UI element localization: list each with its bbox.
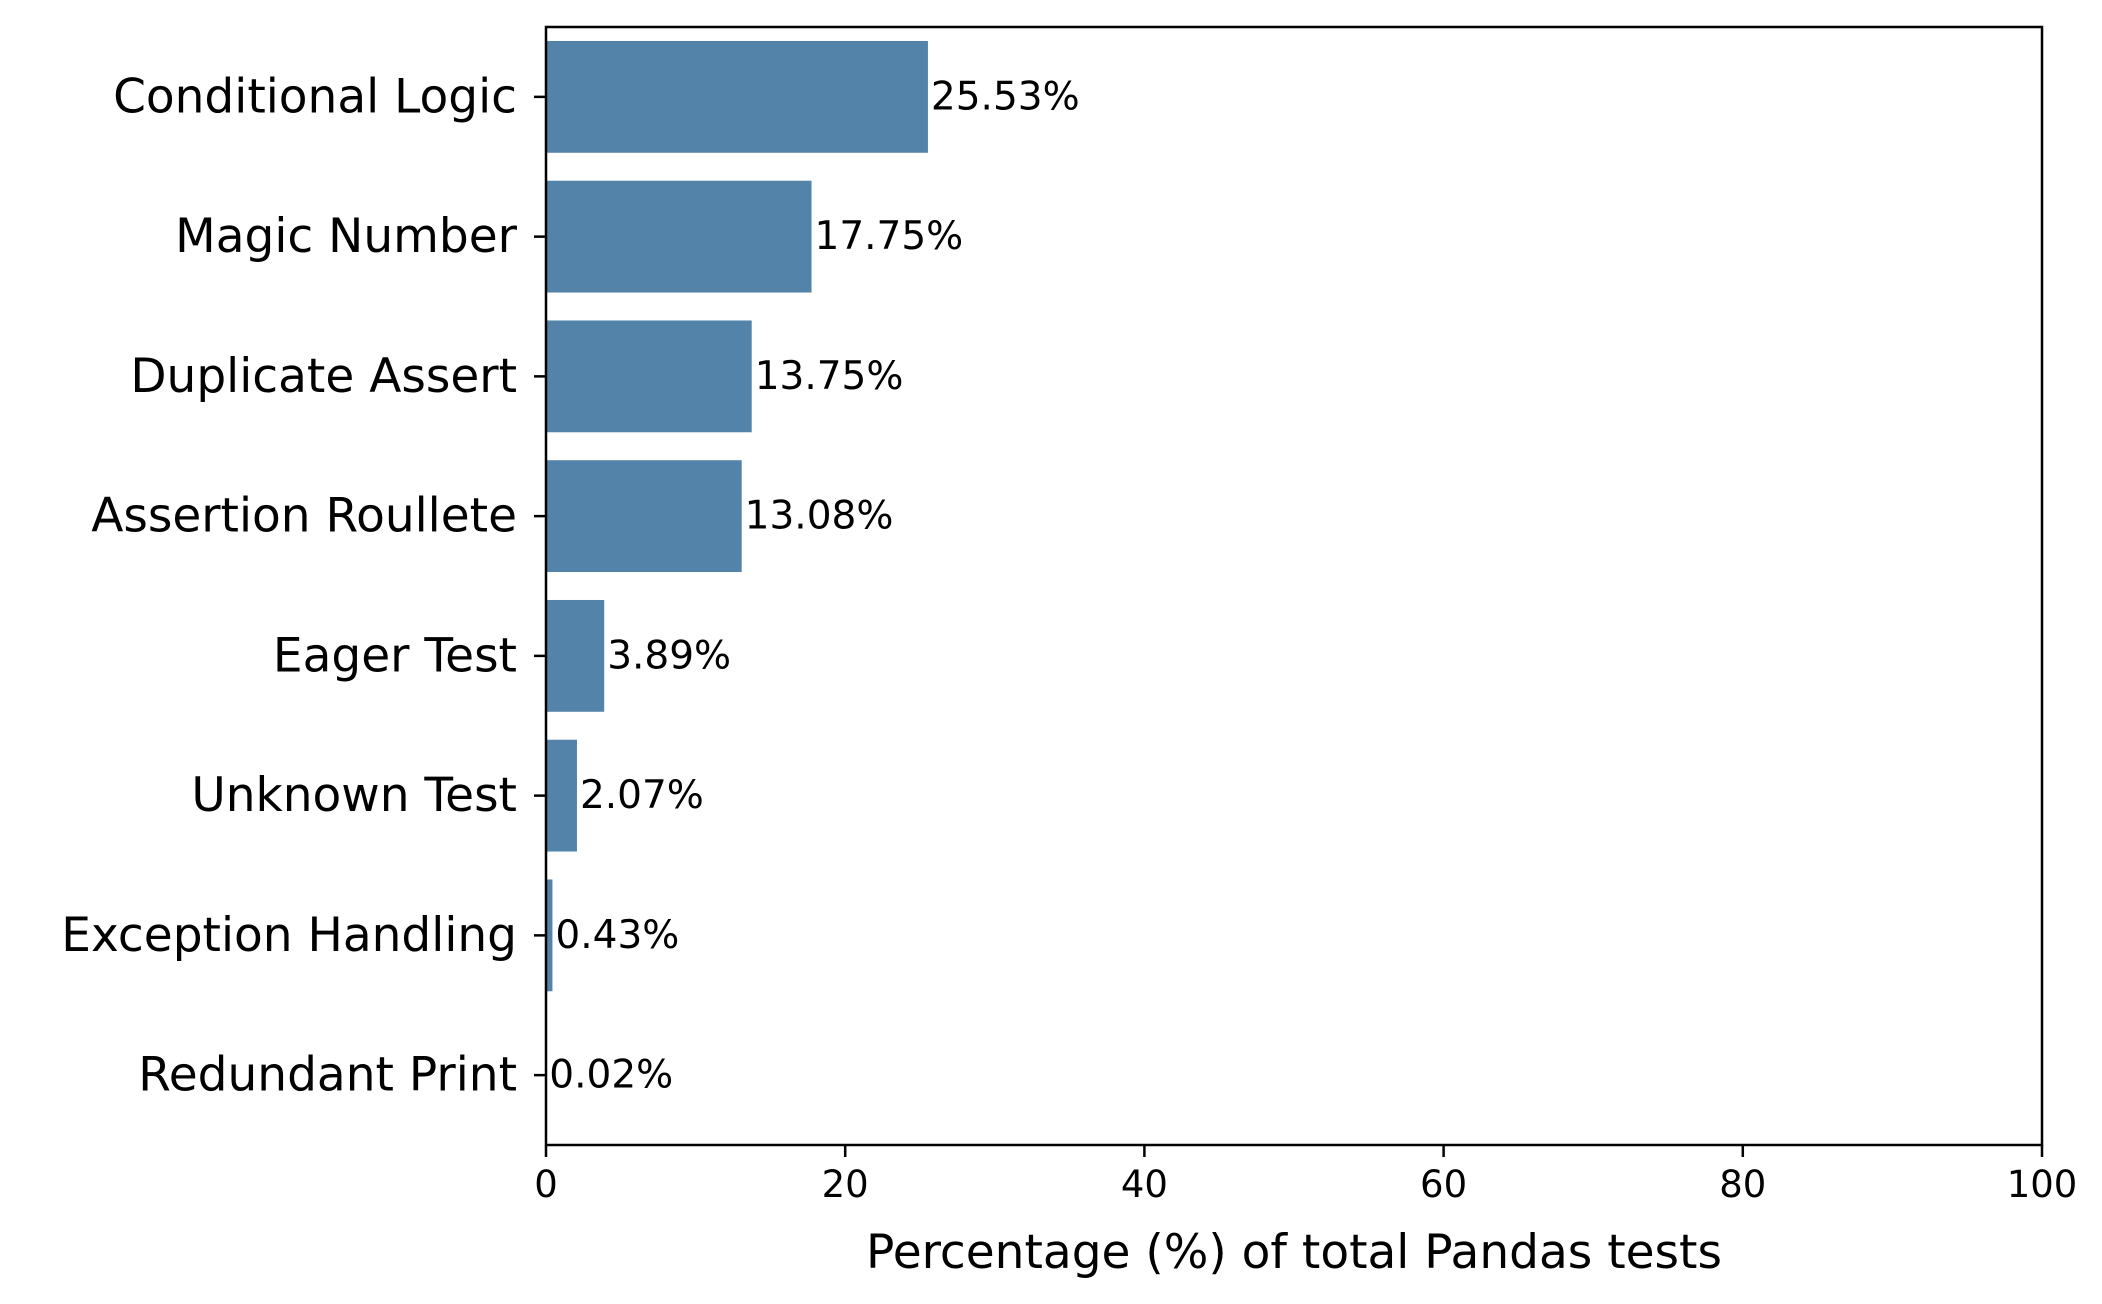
x-tick-label: 20 bbox=[822, 1163, 869, 1206]
y-tick-label: Conditional Logic bbox=[113, 69, 517, 124]
bar-value-label: 2.07% bbox=[580, 773, 704, 818]
bar bbox=[546, 40, 928, 153]
x-axis: 0 20 40 60 80 100 bbox=[534, 1145, 2077, 1206]
y-tick-label: Exception Handling bbox=[61, 908, 517, 963]
x-tick-label: 80 bbox=[1719, 1163, 1766, 1206]
bar bbox=[546, 180, 812, 293]
bar bbox=[546, 320, 752, 433]
bar-value-label: 0.43% bbox=[555, 913, 679, 958]
x-tick-label: 60 bbox=[1420, 1163, 1467, 1206]
y-tick-label: Duplicate Assert bbox=[130, 349, 517, 404]
x-tick-label: 0 bbox=[534, 1163, 558, 1206]
bar bbox=[546, 460, 742, 573]
y-axis: Conditional Logic Magic Number Duplicate A… bbox=[61, 69, 546, 1103]
bar bbox=[546, 879, 553, 992]
y-tick-label: Eager Test bbox=[273, 628, 517, 683]
plot-frame bbox=[544, 25, 2044, 1147]
y-tick-label: Redundant Print bbox=[138, 1048, 517, 1103]
bar-value-label: 17.75% bbox=[815, 214, 964, 259]
x-tick-label: 100 bbox=[2007, 1163, 2078, 1206]
bar bbox=[546, 599, 605, 712]
bar-value-label: 3.89% bbox=[607, 633, 731, 678]
x-axis-title: Percentage (%) of total Pandas tests bbox=[866, 1225, 1722, 1280]
bar-value-label: 25.53% bbox=[931, 74, 1080, 119]
y-tick-label: Assertion Roullete bbox=[91, 489, 517, 544]
bar-value-label: 13.08% bbox=[745, 494, 894, 539]
y-tick-label: Unknown Test bbox=[191, 768, 517, 823]
x-tick-label: 40 bbox=[1121, 1163, 1168, 1206]
y-tick-label: Magic Number bbox=[175, 209, 518, 264]
bar-value-label: 13.75% bbox=[755, 354, 904, 399]
value-labels-layer: 25.53% 17.75% 13.75% 13.08% 3.89% 2.07% 0.43% 0… bbox=[549, 74, 1079, 1097]
bar-value-label: 0.02% bbox=[549, 1053, 673, 1098]
bar bbox=[546, 739, 577, 852]
bars-layer bbox=[546, 40, 928, 1132]
